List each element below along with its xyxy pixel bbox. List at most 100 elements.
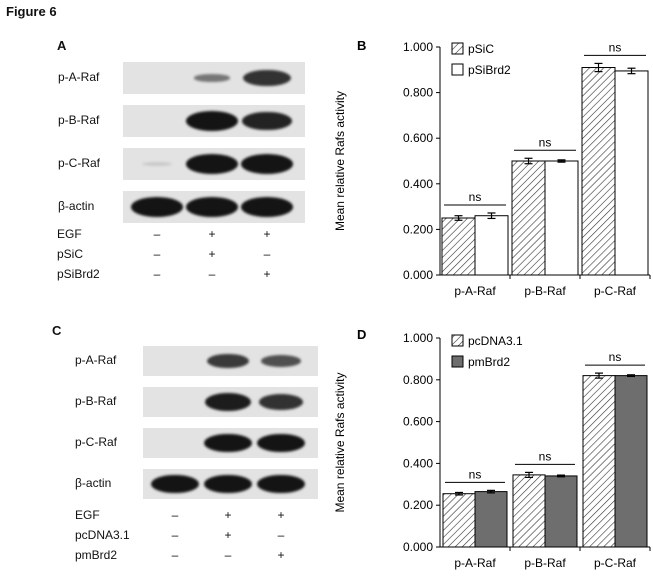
blot-label: p-B-Raf: [58, 113, 100, 127]
blot-strip: [123, 105, 305, 137]
blot-strip: [123, 148, 305, 180]
condition-label: pmBrd2: [75, 548, 118, 562]
significance-label: ns: [539, 449, 552, 463]
condition-sign: –: [224, 548, 232, 562]
condition-sign: –: [153, 267, 161, 281]
condition-sign: +: [277, 508, 285, 522]
y-tick-label: 0.400: [403, 177, 433, 191]
bar: [442, 493, 476, 548]
blot-strip: [123, 62, 305, 94]
blot-band: [186, 197, 238, 217]
blot-band: [141, 162, 173, 166]
condition-sign: –: [208, 267, 216, 281]
bar: [614, 375, 648, 548]
blot-band: [241, 154, 293, 174]
legend-label: pmBrd2: [468, 355, 510, 369]
blot-label: p-C-Raf: [75, 435, 118, 449]
condition-sign: –: [171, 528, 179, 542]
condition-label: EGF: [75, 508, 100, 522]
figure-title: Figure 6: [6, 4, 57, 19]
y-tick-label: 0.200: [403, 498, 433, 512]
blot-band: [257, 433, 305, 453]
y-tick-label: 0.800: [403, 373, 433, 387]
condition-label: pcDNA3.1: [75, 528, 130, 542]
panel-c-letter: C: [52, 323, 62, 338]
condition-sign: +: [208, 247, 216, 261]
x-tick-label: p-B-Raf: [524, 556, 566, 570]
condition-sign: +: [277, 548, 285, 562]
bar: [441, 217, 476, 276]
blot-strip: [143, 469, 318, 499]
blot-band: [243, 69, 291, 87]
blot-label: p-A-Raf: [58, 70, 100, 84]
blot-band: [131, 197, 183, 217]
legend-label: pSiC: [468, 42, 494, 56]
y-tick-label: 1.000: [403, 40, 433, 54]
legend-swatch: [451, 334, 464, 347]
panel-letter: D: [357, 327, 366, 342]
blot-band: [261, 355, 301, 367]
significance-label: ns: [469, 190, 482, 204]
panel-a-letter: A: [57, 38, 67, 53]
blot-band: [186, 111, 238, 131]
blot-strip: [143, 387, 318, 417]
significance-label: ns: [539, 135, 552, 149]
x-tick-label: p-C-Raf: [594, 556, 637, 570]
blot-label: p-A-Raf: [75, 353, 117, 367]
blot-band: [242, 111, 292, 131]
blot-band: [259, 394, 303, 410]
bar: [474, 215, 509, 276]
x-tick-label: p-C-Raf: [594, 284, 637, 298]
condition-sign: –: [171, 548, 179, 562]
y-tick-label: 0.600: [403, 415, 433, 429]
y-axis-label: Mean relative Rafs activity: [333, 372, 347, 512]
y-tick-label: 0.000: [403, 268, 433, 282]
y-tick-label: 0.800: [403, 86, 433, 100]
blot-band: [151, 474, 199, 494]
y-tick-label: 0.600: [403, 131, 433, 145]
blot-band: [206, 353, 250, 369]
panel-letter: B: [357, 38, 366, 53]
significance-label: ns: [609, 350, 622, 364]
y-axis-label: Mean relative Rafs activity: [333, 91, 347, 231]
condition-sign: +: [224, 528, 232, 542]
y-tick-label: 0.000: [403, 540, 433, 554]
blot-band: [193, 74, 231, 82]
bar: [511, 160, 546, 276]
panel-b-chart: 0.000 0.200 0.400 0.600 0.800 1.000 Mean relat…: [333, 38, 651, 298]
condition-sign: –: [153, 247, 161, 261]
significance-label: ns: [469, 467, 482, 481]
condition-sign: –: [277, 528, 285, 542]
blot-label: β-actin: [75, 476, 112, 490]
bar: [544, 160, 579, 276]
bar: [581, 67, 616, 276]
bar: [512, 474, 546, 548]
blot-strip: [123, 191, 305, 223]
blot-strip: [143, 428, 318, 458]
condition-sign: –: [153, 227, 161, 241]
condition-sign: +: [263, 267, 271, 281]
bar: [614, 70, 649, 276]
y-tick-label: 0.400: [403, 456, 433, 470]
blot-label: p-C-Raf: [58, 156, 101, 170]
condition-sign: +: [224, 508, 232, 522]
y-tick-label: 1.000: [403, 331, 433, 345]
condition-sign: –: [171, 508, 179, 522]
y-tick-label: 0.200: [403, 222, 433, 236]
condition-sign: +: [208, 227, 216, 241]
panel-d-chart: 0.000 0.200 0.400 0.600 0.800 1.000 Mean relat…: [333, 327, 651, 570]
bar: [474, 491, 508, 548]
blot-label: β-actin: [58, 199, 95, 213]
blot-strip: [143, 346, 318, 376]
condition-label: pSiBrd2: [57, 267, 100, 281]
x-tick-label: p-A-Raf: [454, 556, 496, 570]
blot-band: [186, 154, 238, 174]
blot-label: p-B-Raf: [75, 394, 117, 408]
x-tick-label: p-B-Raf: [524, 284, 566, 298]
condition-label: EGF: [57, 227, 82, 241]
bar: [544, 475, 578, 548]
condition-sign: –: [263, 247, 271, 261]
legend-swatch: [451, 63, 464, 76]
x-tick-label: p-A-Raf: [454, 284, 496, 298]
blot-band: [204, 392, 252, 412]
